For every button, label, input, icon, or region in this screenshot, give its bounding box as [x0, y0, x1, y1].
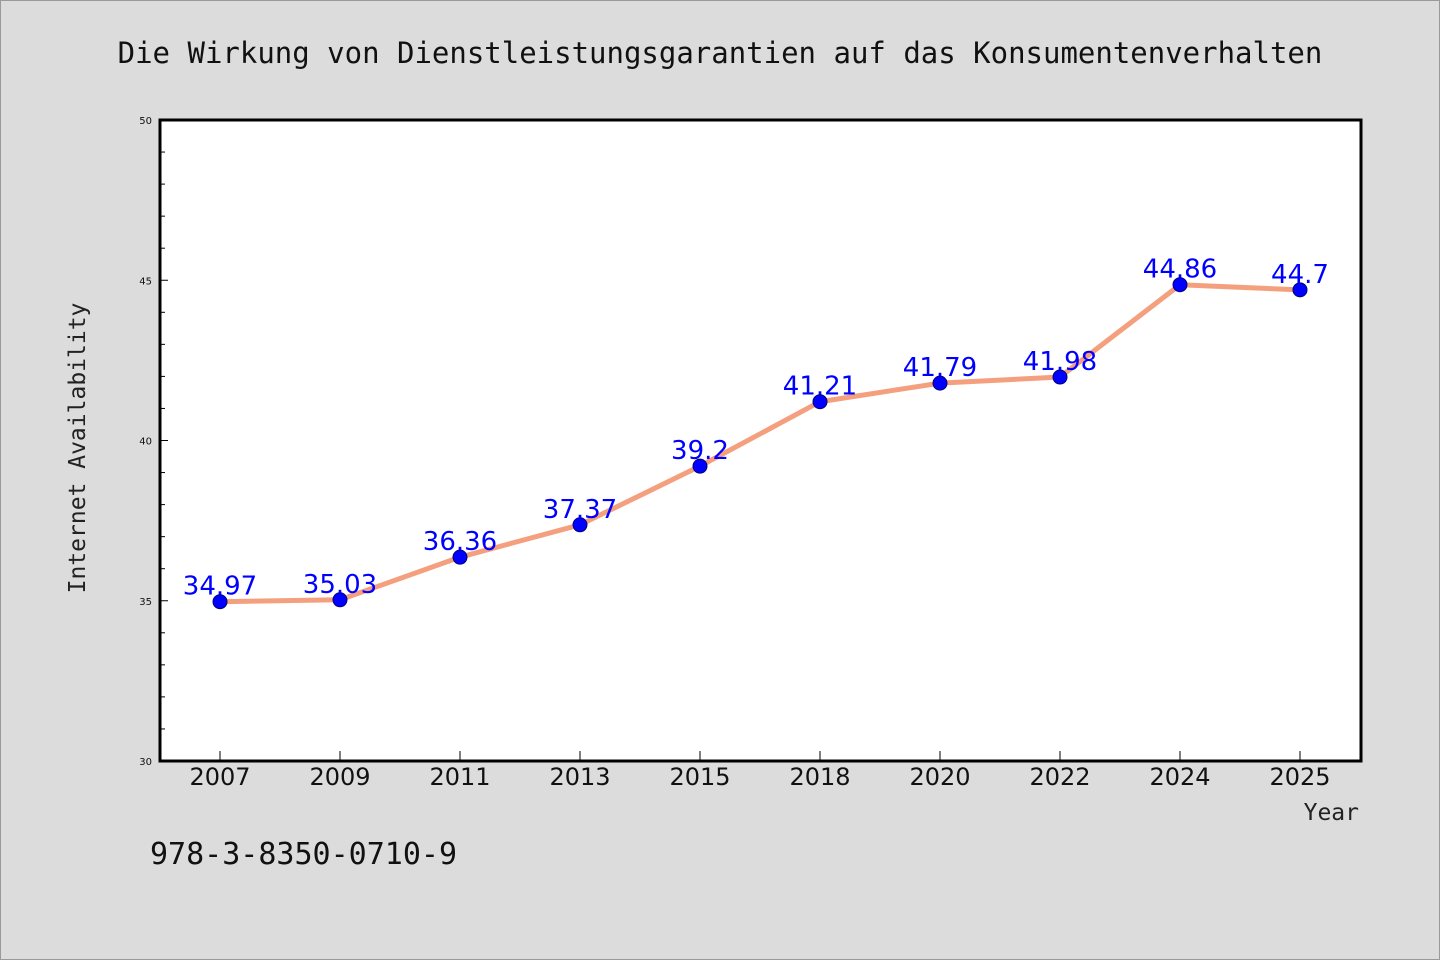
y-axis-ticks: 30 35 40 45 50 [139, 116, 168, 768]
data-point [212, 594, 228, 610]
x-tick-label: 2025 [1269, 763, 1330, 791]
series-line-group: 34.97 35.03 36.36 37.37 39.2 41.21 41.79 41.98 4… [183, 255, 1329, 610]
x-tick-label: 2007 [189, 763, 250, 791]
data-point [812, 394, 828, 410]
y-axis-label: Internet Availability [65, 303, 91, 594]
x-tick-label: 2024 [1149, 763, 1210, 791]
data-point [452, 549, 468, 565]
data-label: 34.97 [183, 572, 257, 602]
y-tick-label: 50 [139, 116, 152, 127]
data-label: 35.03 [303, 570, 377, 600]
x-tick-label: 2022 [1029, 763, 1090, 791]
series-line [219, 282, 1301, 605]
y-tick-label: 35 [139, 597, 152, 608]
data-point [692, 458, 708, 474]
data-label: 44.7 [1271, 260, 1329, 290]
plot-area [158, 118, 1363, 763]
isbn-text: 978-3-8350-0710-9 [150, 837, 457, 872]
x-axis-label: Year [1304, 800, 1359, 826]
data-point [932, 375, 948, 391]
data-label: 44.86 [1143, 255, 1217, 285]
data-point [1052, 369, 1068, 385]
data-label: 41.79 [903, 353, 977, 383]
data-label: 41.98 [1023, 347, 1097, 377]
data-point [572, 517, 588, 533]
y-tick-label: 45 [139, 276, 152, 287]
chart-title: Die Wirkung von Dienstleistungsgarantien… [118, 36, 1323, 70]
y-tick-label: 40 [139, 437, 152, 448]
data-point [1292, 282, 1308, 298]
data-label: 39.2 [671, 436, 729, 466]
data-label: 36.36 [423, 527, 497, 557]
x-tick-label: 2020 [909, 763, 970, 791]
x-tick-label: 2011 [429, 763, 490, 791]
y-tick-label: 30 [139, 757, 152, 768]
data-label: 41.21 [783, 372, 857, 402]
data-label: 37.37 [543, 495, 617, 525]
data-point [1172, 277, 1188, 293]
x-axis-ticks: 2007 2009 2011 2013 2015 2018 2020 2022 2024 2025 [189, 751, 1331, 791]
x-tick-label: 2015 [669, 763, 730, 791]
x-tick-label: 2018 [789, 763, 850, 791]
data-point [332, 592, 348, 608]
x-tick-label: 2013 [549, 763, 610, 791]
x-tick-label: 2009 [309, 763, 370, 791]
